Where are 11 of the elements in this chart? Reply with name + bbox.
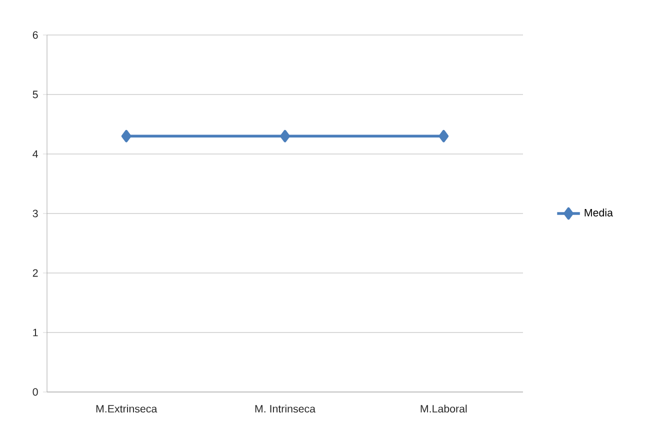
y-tick-label: 2	[32, 269, 38, 277]
y-tick-label: 3	[32, 210, 38, 218]
x-tick-label: M.Laboral	[420, 404, 467, 413]
y-tick-label: 4	[32, 150, 38, 158]
x-tick-label: M.Extrinseca	[96, 404, 158, 413]
y-tick-label: 0	[32, 388, 38, 396]
y-tick-label: 6	[32, 31, 38, 39]
legend-label: Media	[584, 208, 613, 216]
y-tick-label: 5	[32, 90, 38, 98]
x-tick-label: M. Intrinseca	[255, 404, 316, 413]
y-tick-label: 1	[33, 328, 38, 336]
